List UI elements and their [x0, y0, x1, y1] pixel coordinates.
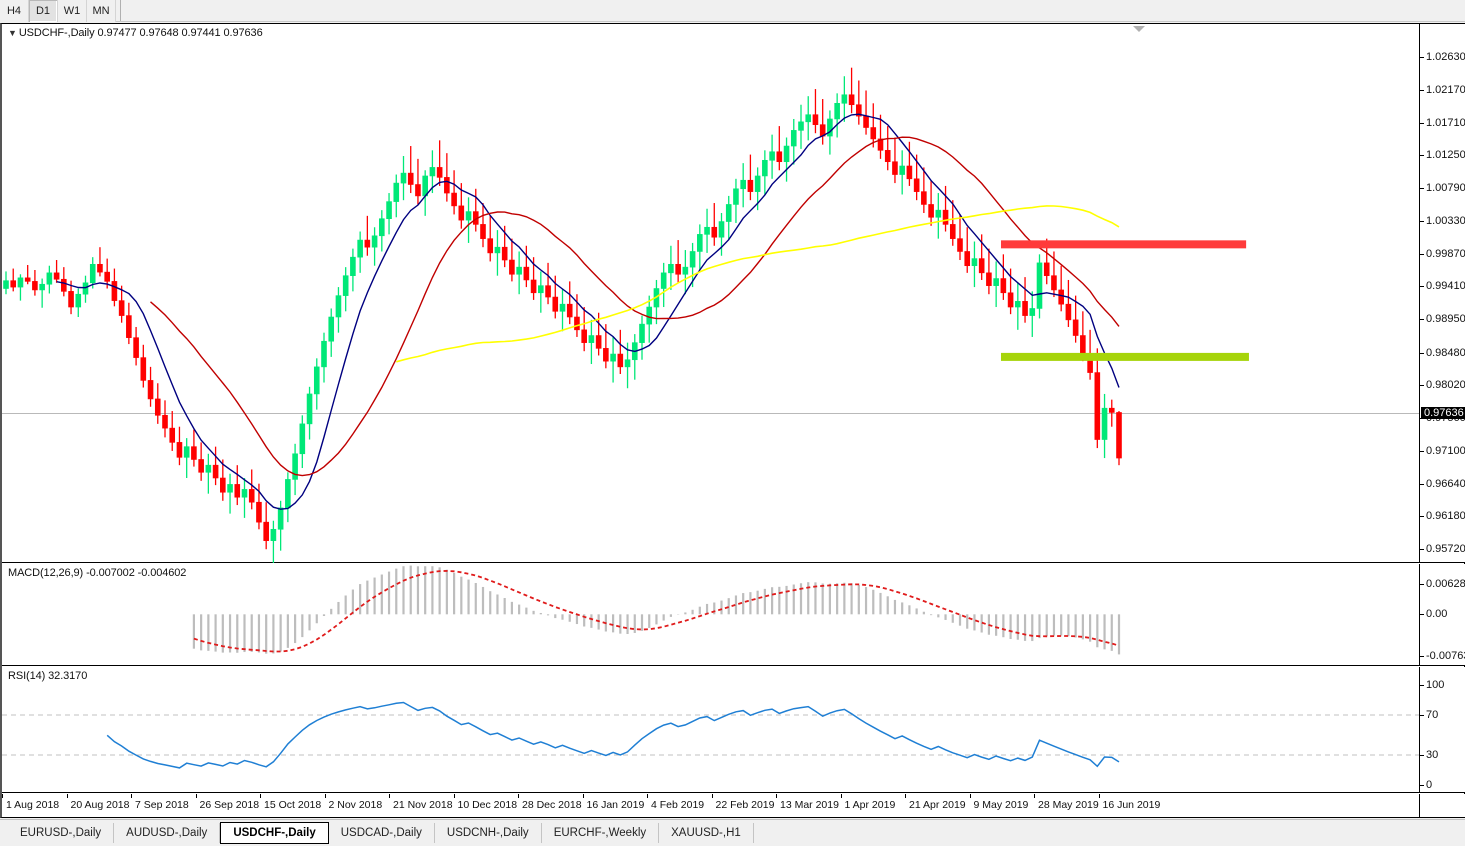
price-axis-tick: 1.00330: [1420, 215, 1465, 227]
symbol-tab-usdcad[interactable]: USDCAD-,Daily: [328, 823, 435, 843]
date-axis-tick: 20 Aug 2018: [66, 794, 130, 811]
price-pane-title: ▼ USDCHF-,Daily 0.97477 0.97648 0.97441 0…: [8, 27, 263, 39]
price-axis-tick: 1.02630: [1420, 51, 1465, 63]
price-axis-tick: 0.98950: [1420, 313, 1465, 325]
rsi-plot: [2, 701, 1419, 769]
price-plot: [3, 67, 1249, 563]
macd-plot: [192, 565, 1121, 655]
symbol-tab-bar: EURUSD-,Daily AUDUSD-,Daily USDCHF-,Dail…: [0, 819, 1465, 846]
symbol-tab-xauusd[interactable]: XAUUSD-,H1: [659, 823, 754, 843]
price-axis[interactable]: 1.02630 1.02170 1.01710 1.01250 1.00790 1.003…: [1419, 24, 1465, 588]
collapse-caret-icon[interactable]: ▼: [8, 28, 17, 38]
price-axis-tick: 0.96180: [1420, 510, 1465, 522]
date-axis-tick: 1 Aug 2018: [1, 794, 60, 811]
price-axis-tick: 0.99410: [1420, 280, 1465, 292]
date-axis-tick: 16 Jan 2019: [582, 794, 645, 811]
symbol-tab-eurchf[interactable]: EURCHF-,Weekly: [541, 823, 660, 843]
price-axis-tick: 1.02170: [1420, 84, 1465, 96]
timeframe-h4[interactable]: H4: [0, 0, 29, 22]
support-line: [1000, 352, 1249, 361]
date-axis-tick: 16 Jun 2019: [1098, 794, 1161, 811]
symbol-tab-usdchf[interactable]: USDCHF-,Daily: [220, 822, 329, 844]
price-axis-tick: 0.98020: [1420, 379, 1465, 391]
date-axis-tick: 21 Apr 2019: [905, 794, 966, 811]
macd-axis[interactable]: 0.006286 0.00 -0.007635: [1419, 564, 1465, 665]
timeframe-w1[interactable]: W1: [58, 0, 87, 22]
chart-area[interactable]: ▼ USDCHF-,Daily 0.97477 0.97648 0.97441 0…: [0, 23, 1465, 818]
current-price-line: [2, 412, 1419, 414]
date-axis-tick: 13 Mar 2019: [776, 794, 839, 811]
symbol-tab-audusd[interactable]: AUDUSD-,Daily: [114, 823, 221, 843]
timeframe-mn[interactable]: MN: [87, 0, 116, 22]
rsi-pane[interactable]: RSI(14) 32.3170 100 70 30 0: [2, 667, 1465, 793]
toolbar-divider: [120, 0, 121, 21]
price-axis-tick: 0.95720: [1420, 543, 1465, 555]
price-pane[interactable]: ▼ USDCHF-,Daily 0.97477 0.97648 0.97441 0…: [2, 24, 1465, 588]
date-axis-tick: 10 Dec 2018: [453, 794, 518, 811]
date-axis-tick: 26 Sep 2018: [195, 794, 260, 811]
price-axis-tick: 0.96640: [1420, 478, 1465, 490]
date-axis-corner: [1419, 794, 1465, 817]
price-axis-tick: 0.98480: [1420, 347, 1465, 359]
rsi-axis-tick: 0: [1420, 779, 1432, 791]
scroll-position-marker: [1133, 26, 1145, 32]
date-axis-tick: 15 Oct 2018: [259, 794, 322, 811]
macd-axis-tick: -0.007635: [1420, 650, 1465, 662]
rsi-pane-title: RSI(14) 32.3170: [8, 670, 88, 682]
macd-pane-title: MACD(12,26,9) -0.007002 -0.004602: [8, 567, 187, 579]
rsi-axis-tick: 100: [1420, 679, 1444, 691]
symbol-tab-usdcnh[interactable]: USDCNH-,Daily: [434, 823, 542, 843]
date-axis-tick: 21 Nov 2018: [389, 794, 453, 811]
rsi-axis-tick: 70: [1420, 709, 1438, 721]
macd-axis-tick: 0.00: [1420, 608, 1447, 620]
resistance-line: [1000, 240, 1247, 249]
macd-pane[interactable]: MACD(12,26,9) -0.007002 -0.004602 0.0062…: [2, 564, 1465, 666]
price-axis-tick: 1.01710: [1420, 117, 1465, 129]
price-axis-tick: 0.97100: [1420, 445, 1465, 457]
price-axis-tick: 1.00790: [1420, 182, 1465, 194]
date-axis-tick: 28 Dec 2018: [518, 794, 582, 811]
rsi-axis-tick: 30: [1420, 749, 1438, 761]
timeframe-d1[interactable]: D1: [29, 0, 58, 22]
price-axis-tick: 1.01250: [1420, 149, 1465, 161]
date-axis-tick: 28 May 2019: [1034, 794, 1099, 811]
date-axis-tick: 4 Feb 2019: [646, 794, 705, 811]
rsi-axis[interactable]: 100 70 30 0: [1419, 667, 1465, 792]
date-axis-tick: 22 Feb 2019: [711, 794, 775, 811]
date-axis-tick: 2 Nov 2018: [324, 794, 383, 811]
macd-axis-tick: 0.006286: [1420, 578, 1465, 590]
timeframe-toolbar: H4 D1 W1 MN: [0, 0, 1465, 22]
date-axis-tick: 1 Apr 2019: [840, 794, 896, 811]
date-axis-tick: 7 Sep 2018: [131, 794, 189, 811]
price-axis-tick: 0.99870: [1420, 248, 1465, 260]
date-axis[interactable]: 1 Aug 2018 20 Aug 2018 7 Sep 2018 26 Sep 20…: [1, 794, 1465, 817]
current-price-marker: 0.97636: [1421, 406, 1465, 419]
symbol-tab-eurusd[interactable]: EURUSD-,Daily: [8, 823, 115, 843]
date-axis-tick: 9 May 2019: [969, 794, 1029, 811]
